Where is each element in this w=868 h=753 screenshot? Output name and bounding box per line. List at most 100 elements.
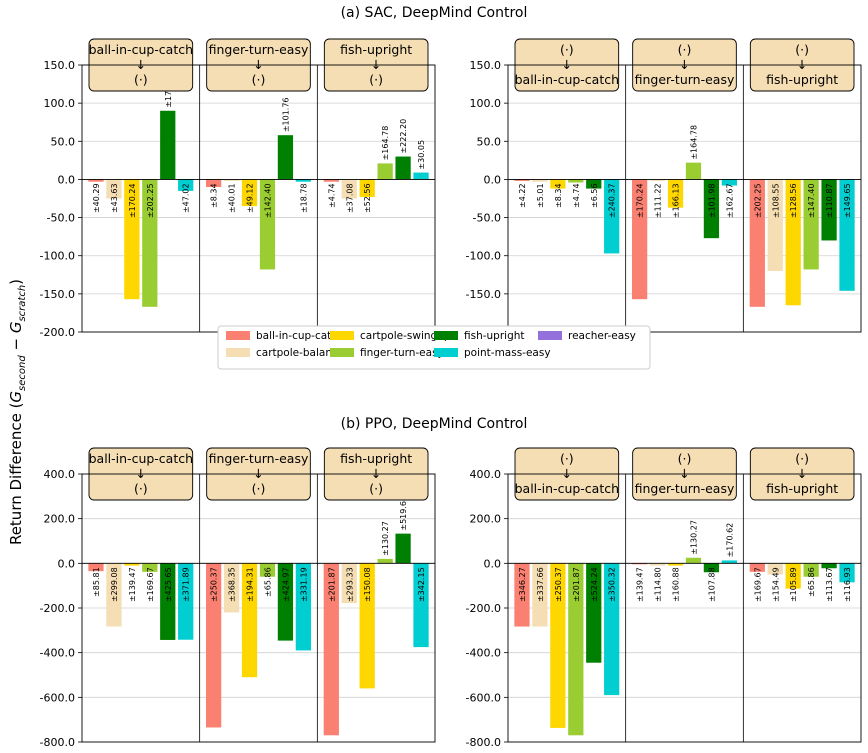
y-tick-label: 400.0 bbox=[44, 468, 76, 481]
bar bbox=[803, 563, 819, 577]
bar bbox=[377, 558, 393, 564]
bar bbox=[377, 163, 393, 180]
y-tick-label: -50.0 bbox=[47, 212, 75, 225]
y-tick-label: 150.0 bbox=[470, 59, 502, 72]
error-label: ±147.40 bbox=[807, 183, 816, 218]
bar bbox=[649, 179, 666, 181]
error-label: ±130.27 bbox=[689, 520, 698, 555]
bar bbox=[749, 179, 765, 307]
group-header-text: (·) bbox=[795, 451, 809, 466]
group-header-text: ↓ bbox=[679, 57, 689, 72]
error-label: ±170.62 bbox=[725, 523, 734, 558]
bar bbox=[767, 563, 783, 575]
bar bbox=[514, 563, 530, 627]
ppo-panel-title: (b) PPO, DeepMind Control bbox=[341, 416, 528, 432]
error-label: ±368.35 bbox=[228, 567, 237, 602]
bar bbox=[259, 179, 276, 270]
bar bbox=[277, 563, 294, 641]
y-tick-label: -100.0 bbox=[466, 250, 501, 263]
group-header-text: ball-in-cup-catch bbox=[89, 42, 193, 57]
group-header-text: (·) bbox=[678, 451, 692, 466]
group-header-text: finger-turn-easy bbox=[209, 451, 309, 466]
y-tick-label: -150.0 bbox=[40, 288, 75, 301]
error-label: ±114.80 bbox=[654, 567, 663, 602]
error-label: ±52.56 bbox=[363, 183, 372, 213]
error-label: ±293.33 bbox=[345, 567, 354, 602]
error-label: ±240.37 bbox=[608, 183, 617, 218]
error-label: ±250.37 bbox=[210, 567, 219, 602]
bar bbox=[604, 179, 620, 254]
bar bbox=[749, 563, 765, 572]
error-label: ±101.76 bbox=[281, 97, 290, 132]
group-header-text: fish-upright bbox=[766, 72, 838, 87]
bar bbox=[685, 162, 702, 180]
group-header-text: ball-in-cup-catch bbox=[515, 72, 619, 87]
error-label: ±201.87 bbox=[572, 567, 581, 602]
bar bbox=[178, 563, 194, 640]
error-label: ±201.87 bbox=[327, 567, 336, 602]
group-header-text: ↓ bbox=[562, 466, 572, 481]
error-label: ±154.49 bbox=[771, 567, 780, 602]
group-header-text: (·) bbox=[678, 42, 692, 57]
y-axis-label-minus: − bbox=[7, 333, 25, 355]
legend-swatch bbox=[538, 331, 562, 340]
bar bbox=[703, 179, 720, 239]
legend-label: point-mass-easy bbox=[464, 347, 551, 359]
bar bbox=[178, 179, 194, 191]
bar bbox=[160, 563, 176, 640]
error-label: ±85.81 bbox=[92, 567, 101, 597]
y-tick-label: -600.0 bbox=[466, 691, 501, 704]
error-label: ±142.40 bbox=[263, 183, 272, 218]
y-tick-label: 200.0 bbox=[44, 513, 76, 526]
error-label: ±424.97 bbox=[281, 567, 290, 602]
group-header-text: ↓ bbox=[679, 466, 689, 481]
bar bbox=[586, 179, 602, 189]
error-label: ±169.67 bbox=[753, 567, 762, 602]
legend-label: cartpole-swingup bbox=[360, 330, 451, 342]
group-header-text: ↓ bbox=[562, 57, 572, 72]
group-header-text: finger-turn-easy bbox=[635, 481, 735, 496]
group-header-text: finger-turn-easy bbox=[635, 72, 735, 87]
y-axis-label-g2: G bbox=[7, 322, 25, 334]
error-label: ±331.19 bbox=[299, 567, 308, 602]
chart-panels: 150.0 100.0 50.0 0.0 -50.0 -100.0 -150.0 -200.0… bbox=[40, 38, 862, 749]
bar bbox=[241, 179, 258, 207]
y-axis-label-text: Return Difference ( bbox=[7, 403, 25, 546]
bar bbox=[88, 563, 104, 572]
group-header-text: (·) bbox=[252, 481, 266, 496]
bar bbox=[532, 179, 548, 182]
y-axis-label-sub2: scratch bbox=[17, 285, 28, 322]
group-header-text: (·) bbox=[134, 481, 148, 496]
bar bbox=[632, 563, 648, 565]
bar bbox=[124, 563, 140, 566]
error-label: ±202.25 bbox=[753, 183, 762, 218]
y-tick-label: -50.0 bbox=[473, 212, 501, 225]
y-tick-label: 100.0 bbox=[44, 97, 76, 110]
error-label: ±4.74 bbox=[572, 183, 581, 208]
y-tick-label: 200.0 bbox=[470, 513, 502, 526]
error-label: ±8.34 bbox=[554, 183, 563, 208]
group-header-text: (·) bbox=[560, 451, 574, 466]
bar bbox=[295, 179, 311, 182]
group-header-text: ↓ bbox=[136, 57, 146, 72]
error-label: ±164.78 bbox=[381, 126, 390, 161]
error-label: ±8.34 bbox=[210, 183, 219, 208]
bar bbox=[604, 563, 620, 696]
error-label: ±299.08 bbox=[110, 567, 119, 602]
y-tick-label: -150.0 bbox=[466, 288, 501, 301]
y-axis-label-g1: G bbox=[7, 391, 25, 403]
error-label: ±425.65 bbox=[164, 567, 173, 602]
group-header-text: ball-in-cup-catch bbox=[89, 451, 193, 466]
y-tick-label: -100.0 bbox=[40, 250, 75, 263]
y-axis-label-sub1: second bbox=[17, 355, 28, 391]
y-tick-label: 0.0 bbox=[58, 557, 76, 570]
bar bbox=[206, 179, 222, 188]
error-label: ±128.56 bbox=[789, 183, 798, 218]
error-label: ±40.01 bbox=[228, 183, 237, 213]
bar bbox=[395, 156, 411, 180]
error-label: ±169.67 bbox=[146, 567, 155, 602]
bar bbox=[223, 179, 240, 181]
group-header-text: (·) bbox=[252, 72, 266, 87]
y-axis-label-close: ) bbox=[7, 279, 25, 285]
bar bbox=[359, 179, 375, 197]
